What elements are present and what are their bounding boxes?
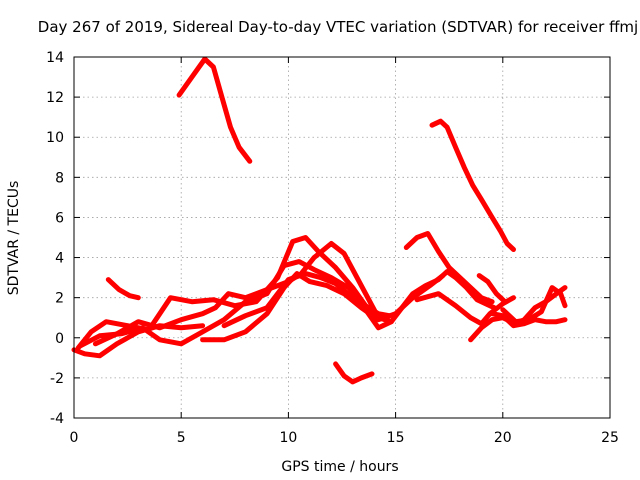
y-tick-label: 0 (55, 331, 64, 347)
x-tick-label: 25 (601, 430, 619, 446)
y-tick-label: 12 (46, 90, 64, 106)
y-tick-label: 2 (55, 291, 64, 307)
y-tick-label: 8 (55, 170, 64, 186)
series-line-arc-e (71, 323, 206, 359)
series-line-arc-j (221, 269, 497, 331)
series-line-arc-a (176, 56, 253, 164)
tick-labels: 0 5 10 15 20 25 -4 -2 0 2 4 6 8 10 12 14 (46, 50, 619, 446)
series-group (71, 56, 568, 385)
x-tick-label: 10 (279, 430, 297, 446)
y-tick-label: -2 (50, 371, 64, 387)
x-tick-label: 5 (177, 430, 186, 446)
y-tick-label: 6 (55, 210, 64, 226)
series-line-arc-d (105, 277, 141, 301)
x-tick-label: 15 (387, 430, 405, 446)
series-line-arc-l (414, 291, 516, 327)
chart-title: Day 267 of 2019, Sidereal Day-to-day VTE… (38, 18, 638, 36)
x-tick-label: 0 (70, 430, 79, 446)
x-axis-label: GPS time / hours (281, 459, 398, 475)
y-tick-label: -4 (50, 411, 64, 427)
series-line-arc-o (500, 285, 568, 325)
series-line-arc-h (92, 241, 381, 347)
grid (73, 56, 611, 419)
series-line-arc-p (476, 273, 508, 305)
y-axis-label: SDTVAR / TECUs (6, 181, 22, 296)
series-line-arc-g (77, 259, 394, 349)
series-line-arc-b (429, 118, 516, 252)
plot-frame (73, 56, 611, 419)
y-tick-label: 4 (55, 251, 64, 267)
y-tick-label: 14 (46, 50, 64, 66)
x-tick-label: 20 (494, 430, 512, 446)
series-line-arc-c (333, 361, 375, 385)
y-tick-label: 10 (46, 130, 64, 146)
series-line-arc-k (403, 231, 495, 305)
